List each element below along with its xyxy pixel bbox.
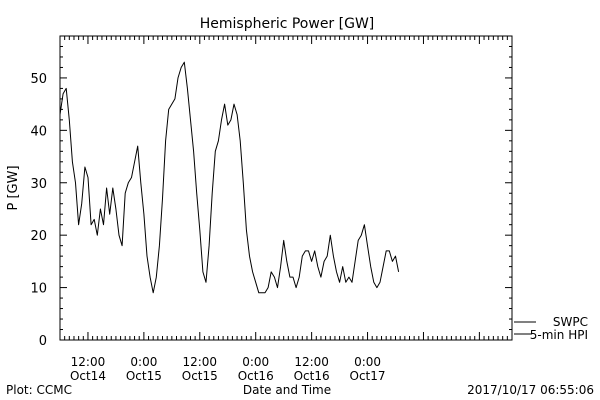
x-tick-label-date: Oct16 xyxy=(238,369,274,383)
legend-swpc-label: SWPC xyxy=(553,315,588,329)
x-tick-label-time: 0:00 xyxy=(130,355,157,369)
x-axis-ticks: 12:00Oct140:00Oct1512:00Oct150:00Oct1612… xyxy=(59,36,513,383)
plot-timestamp: 2017/10/17 06:55:06 xyxy=(467,383,594,397)
x-tick-label-date: Oct15 xyxy=(126,369,162,383)
chart-title: Hemispheric Power [GW] xyxy=(200,16,375,32)
y-tick-label: 10 xyxy=(30,282,47,297)
plot-frame xyxy=(59,35,513,341)
y-tick-label: 40 xyxy=(30,124,47,139)
legend: SWPC 5-min HPI xyxy=(514,315,588,342)
x-tick-label-date: Oct15 xyxy=(182,369,218,383)
y-axis-label: P [GW] xyxy=(6,165,21,210)
x-tick-label-time: 0:00 xyxy=(242,355,269,369)
x-tick-label-date: Oct17 xyxy=(350,369,386,383)
x-tick-label-date: Oct14 xyxy=(70,369,106,383)
y-tick-label: 0 xyxy=(39,334,47,349)
x-axis-label: Date and Time xyxy=(243,383,331,397)
series-layer xyxy=(59,61,400,294)
y-tick-label: 50 xyxy=(30,72,47,87)
x-tick-label-time: 12:00 xyxy=(71,355,106,369)
x-tick-label-date: Oct16 xyxy=(294,369,330,383)
y-tick-label: 30 xyxy=(30,177,47,192)
legend-hpi-label: 5-min HPI xyxy=(530,328,588,342)
y-axis-ticks: 0 10 20 30 40 50 xyxy=(30,35,512,349)
plot-area-border xyxy=(59,35,513,341)
y-tick-label: 20 xyxy=(30,229,47,244)
x-tick-label-time: 12:00 xyxy=(182,355,217,369)
plot-credit: Plot: CCMC xyxy=(6,383,72,397)
series-line-1 xyxy=(59,61,400,294)
x-tick-label-time: 12:00 xyxy=(294,355,329,369)
x-tick-label-time: 0:00 xyxy=(354,355,381,369)
